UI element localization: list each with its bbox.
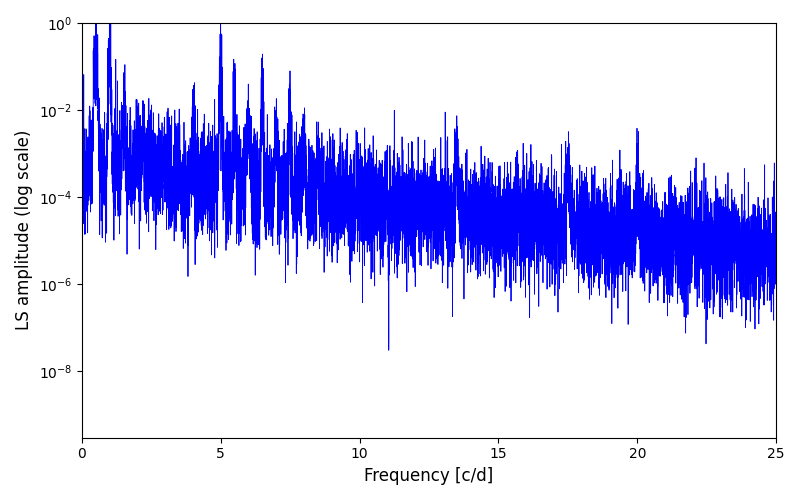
Y-axis label: LS amplitude (log scale): LS amplitude (log scale): [15, 130, 33, 330]
X-axis label: Frequency [c/d]: Frequency [c/d]: [364, 467, 494, 485]
